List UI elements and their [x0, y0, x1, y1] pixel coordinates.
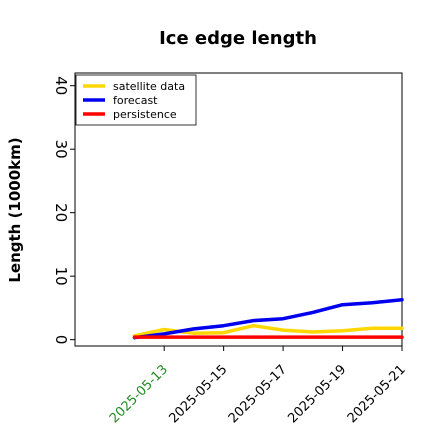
series-line-forecast — [132, 297, 404, 340]
y-tick-label: 30 — [52, 140, 70, 159]
legend-label: satellite data — [113, 80, 185, 93]
chart-title: Ice edge length — [159, 28, 317, 49]
y-tick-label: 0 — [52, 335, 70, 345]
x-tick-label: 2025-05-19 — [285, 362, 349, 426]
plot-frame — [74, 72, 403, 347]
legend-label: forecast — [113, 94, 158, 107]
series-layer — [132, 297, 404, 340]
y-axis-label: Length (1000km) — [6, 137, 24, 282]
y-tick-label: 20 — [52, 203, 70, 222]
y-axis: 0 10 20 30 40 — [52, 76, 75, 344]
legend-label: persistence — [113, 108, 177, 121]
y-tick-label: 10 — [52, 267, 70, 286]
x-tick-label: 2025-05-13 — [107, 362, 171, 426]
x-tick-label: 2025-05-21 — [345, 362, 409, 426]
x-tick-label: 2025-05-15 — [166, 362, 230, 426]
y-tick-label: 40 — [52, 76, 70, 95]
x-tick-label: 2025-05-17 — [226, 362, 290, 426]
x-axis: 2025-05-132025-05-152025-05-172025-05-19… — [107, 346, 409, 426]
